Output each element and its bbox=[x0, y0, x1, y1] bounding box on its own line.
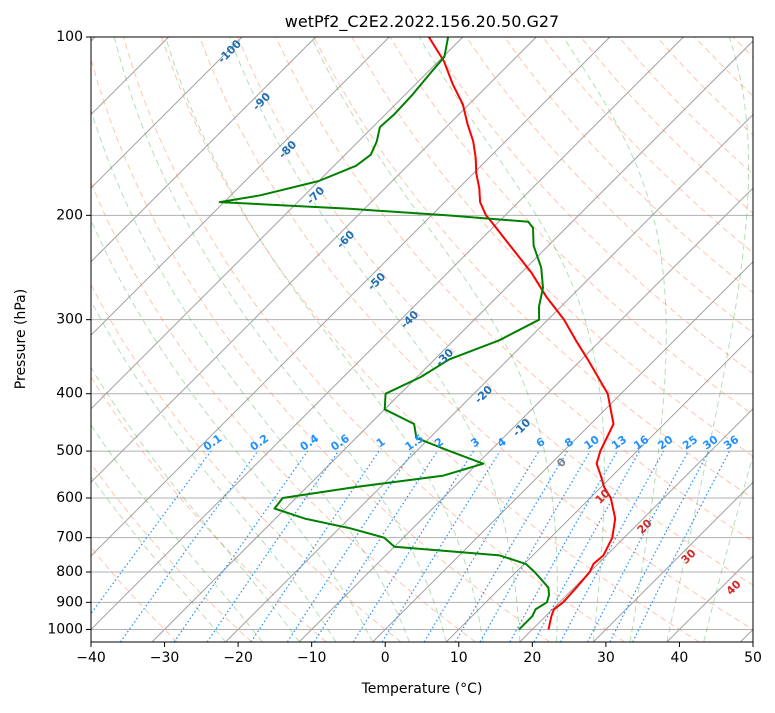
x-tick-label: −30 bbox=[150, 650, 180, 666]
mixing-ratio-label: 8 bbox=[562, 435, 576, 450]
dry-adiabat-label: -30 bbox=[433, 346, 456, 369]
moist-adiabat bbox=[563, 37, 666, 642]
moist-adiabat bbox=[72, 37, 409, 642]
isotherm bbox=[0, 37, 242, 642]
dry-adiabat-label: 0 bbox=[554, 455, 569, 470]
x-axis: −40 −30 −20 −10 0 10 20 30 40 50 bbox=[76, 642, 762, 666]
plot-frame bbox=[91, 37, 753, 642]
dry-adiabat-label: 30 bbox=[679, 546, 699, 566]
moist-adiabat bbox=[0, 37, 262, 642]
isotherm bbox=[520, 37, 775, 642]
x-tick-label: −10 bbox=[297, 650, 327, 666]
x-tick-label: 40 bbox=[671, 650, 689, 666]
isotherm bbox=[0, 37, 463, 642]
dry-adiabat-label: -40 bbox=[398, 308, 421, 331]
mixing-ratio-label: 30 bbox=[701, 433, 721, 453]
chart-title: wetPf2_C2E2.2022.156.20.50.G27 bbox=[285, 12, 559, 32]
mixing-ratio-line bbox=[561, 451, 664, 642]
y-tick-label: 700 bbox=[56, 530, 83, 546]
temperature-line bbox=[429, 37, 615, 629]
mixing-ratio-line bbox=[424, 451, 539, 642]
dry-adiabat-label: -50 bbox=[365, 270, 388, 293]
y-tick-label: 300 bbox=[56, 312, 83, 328]
dry-adiabat bbox=[0, 37, 252, 642]
moist-adiabat bbox=[37, 37, 373, 642]
moist-adiabat bbox=[166, 37, 484, 642]
moist-adiabat bbox=[114, 37, 446, 642]
x-tick-label: 50 bbox=[744, 650, 762, 666]
x-axis-label: Temperature (°C) bbox=[361, 681, 483, 697]
mixing-ratio-label: 0.4 bbox=[298, 432, 322, 454]
y-axis-label: Pressure (hPa) bbox=[13, 289, 29, 389]
y-tick-label: 1000 bbox=[47, 621, 83, 637]
dry-adiabat bbox=[238, 37, 775, 642]
background-lines bbox=[0, 37, 775, 642]
dry-adiabat-label: -70 bbox=[304, 184, 327, 207]
y-tick-label: 600 bbox=[56, 490, 83, 506]
mixing-ratio-label: 0.1 bbox=[201, 432, 224, 454]
isotherm bbox=[667, 37, 775, 642]
moist-adiabat bbox=[0, 37, 299, 642]
y-tick-label: 800 bbox=[56, 564, 83, 580]
dry-adiabat bbox=[505, 37, 775, 642]
dry-adiabat bbox=[314, 37, 775, 642]
dry-adiabat bbox=[0, 37, 326, 642]
mixing-ratio-label: 1.5 bbox=[403, 432, 426, 454]
mixing-ratio-label: 25 bbox=[680, 433, 700, 452]
x-tick-label: 30 bbox=[597, 650, 615, 666]
moist-adiabat bbox=[312, 37, 558, 642]
y-axis: 100 200 300 400 500 600 700 800 900 1000 bbox=[47, 29, 91, 637]
moist-adiabat bbox=[6, 37, 336, 642]
dry-adiabat bbox=[47, 37, 475, 642]
mixing-ratio-label: 0.6 bbox=[328, 432, 352, 454]
dry-adiabat-label: -80 bbox=[276, 138, 299, 161]
dry-adiabat-label: 20 bbox=[635, 516, 655, 536]
mixing-ratio-label: 6 bbox=[534, 435, 548, 450]
isotherm bbox=[373, 37, 775, 642]
mixing-ratio-line bbox=[251, 451, 379, 642]
dry-adiabat bbox=[619, 37, 775, 642]
dry-adiabat bbox=[466, 37, 775, 642]
dry-adiabat-label: -20 bbox=[472, 383, 495, 406]
x-tick-label: 0 bbox=[381, 650, 390, 666]
mixing-ratio-line bbox=[207, 451, 338, 642]
dry-adiabat-label: -60 bbox=[334, 228, 357, 251]
dry-adiabat bbox=[352, 37, 775, 642]
x-tick-label: −20 bbox=[223, 650, 253, 666]
y-tick-label: 900 bbox=[56, 594, 83, 610]
y-tick-label: 200 bbox=[56, 207, 83, 223]
isotherm bbox=[78, 37, 683, 642]
y-tick-label: 100 bbox=[56, 29, 83, 45]
mixing-ratio-line bbox=[455, 451, 567, 642]
x-tick-label: 10 bbox=[450, 650, 468, 666]
dry-adiabat-label: -10 bbox=[510, 416, 533, 439]
moist-adiabat bbox=[667, 37, 749, 642]
isotherm bbox=[5, 37, 610, 642]
mixing-ratio-label: 10 bbox=[582, 433, 602, 453]
y-tick-label: 400 bbox=[56, 386, 83, 402]
x-tick-label: −40 bbox=[76, 650, 106, 666]
mixing-ratio-label: 0.2 bbox=[248, 432, 271, 454]
dry-adiabat bbox=[9, 37, 401, 642]
dry-adiabat-label: 40 bbox=[724, 577, 744, 597]
dry-adiabat bbox=[124, 37, 625, 642]
mixing-ratio-label: 16 bbox=[631, 433, 651, 453]
mixing-ratio-label: 13 bbox=[609, 433, 629, 452]
moist-adiabat bbox=[230, 37, 520, 642]
mixing-ratio-label: 4 bbox=[495, 435, 509, 450]
x-tick-label: 20 bbox=[523, 650, 541, 666]
dry-adiabat bbox=[695, 37, 775, 642]
y-tick-label: 500 bbox=[56, 443, 83, 459]
dry-adiabat-label: 10 bbox=[593, 486, 613, 506]
mixing-ratio-label: 3 bbox=[468, 435, 482, 450]
mixing-ratio-label: 1 bbox=[374, 435, 388, 450]
